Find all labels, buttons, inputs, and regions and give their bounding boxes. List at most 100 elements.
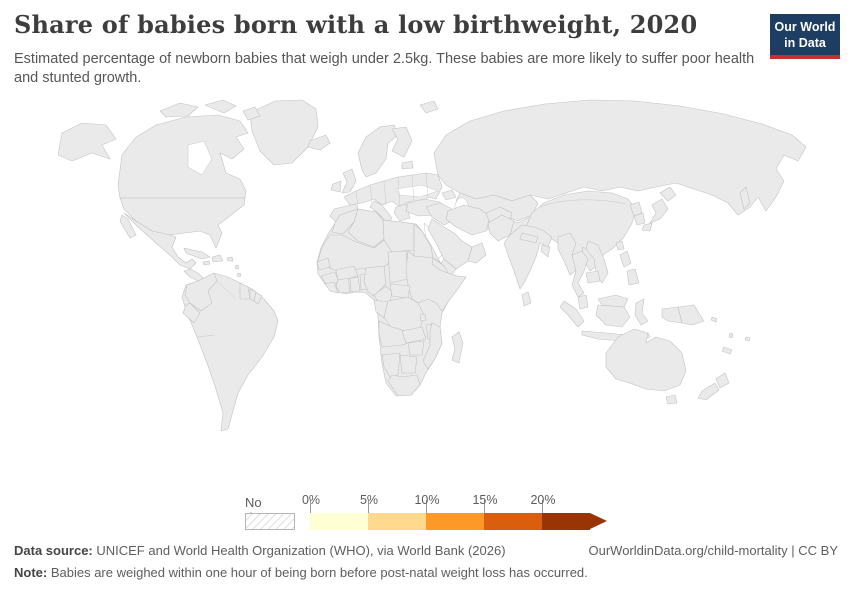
country-bangladesh[interactable] — [540, 244, 551, 258]
country-zimbabwe[interactable] — [407, 340, 425, 356]
country-nz-north[interactable] — [715, 372, 730, 389]
chart-subtitle: Estimated percentage of newborn babies t… — [14, 51, 755, 87]
country-cuba[interactable] — [183, 247, 211, 260]
country-canada-arctic-1[interactable] — [159, 102, 199, 118]
country-nz-south[interactable] — [697, 382, 720, 401]
country-greece-albania[interactable] — [393, 203, 411, 222]
country-sudan-horn[interactable] — [405, 250, 467, 312]
country-nepal[interactable] — [519, 232, 539, 244]
country-gabon-congo[interactable] — [373, 299, 389, 319]
legend-bin-10-15[interactable] — [426, 513, 484, 530]
country-vanuatu[interactable] — [728, 332, 734, 339]
country-sierra-leone-liberia[interactable] — [324, 281, 339, 294]
country-oman-uae[interactable] — [467, 242, 487, 264]
country-eritrea[interactable] — [431, 257, 449, 274]
country-japan-honshu[interactable] — [649, 198, 669, 224]
country-south-africa[interactable] — [387, 374, 421, 397]
country-thailand[interactable] — [571, 250, 589, 298]
country-guyana[interactable] — [239, 282, 251, 300]
country-jamaica[interactable] — [202, 260, 211, 266]
country-indonesia-sumatra[interactable] — [559, 300, 585, 328]
country-greenland[interactable] — [249, 99, 319, 166]
country-fiji[interactable] — [744, 336, 751, 342]
legend-bin-15-20[interactable] — [484, 513, 542, 530]
country-botswana[interactable] — [399, 354, 418, 374]
country-mozambique[interactable] — [422, 322, 443, 370]
country-taiwan[interactable] — [615, 240, 625, 251]
country-mexico-baja[interactable] — [119, 214, 137, 239]
country-chad[interactable] — [387, 250, 409, 284]
country-finland[interactable] — [391, 126, 413, 158]
country-new-caledonia[interactable] — [721, 346, 733, 355]
country-egypt[interactable] — [413, 223, 434, 259]
country-sri-lanka[interactable] — [521, 291, 532, 307]
border-hint-sa — [196, 280, 237, 338]
country-png[interactable] — [677, 304, 705, 326]
country-vietnam[interactable] — [585, 240, 609, 284]
country-canada[interactable] — [117, 114, 249, 199]
country-indonesia-sulawesi[interactable] — [634, 298, 649, 326]
legend-bin-5-10[interactable] — [368, 513, 426, 530]
country-caucasus[interactable] — [441, 189, 457, 201]
country-ghana[interactable] — [349, 276, 361, 293]
country-south-korea[interactable] — [633, 212, 646, 226]
country-madagascar[interactable] — [451, 331, 464, 364]
country-russia-sakhalin[interactable] — [739, 186, 751, 210]
country-ireland[interactable] — [330, 180, 342, 193]
country-canada-arctic-3[interactable] — [242, 106, 261, 121]
country-malaysia-peninsula[interactable] — [577, 294, 589, 310]
country-australia[interactable] — [605, 328, 687, 392]
country-colombia[interactable] — [184, 272, 218, 312]
country-car[interactable] — [389, 283, 411, 299]
legend-bin-0-5[interactable] — [310, 513, 368, 530]
country-uk[interactable] — [341, 168, 357, 194]
attrib-link[interactable]: OurWorldinData.org/child-mortality | CC … — [588, 543, 839, 558]
country-ecuador[interactable] — [182, 302, 201, 324]
country-estonia[interactable] — [401, 160, 414, 170]
country-china[interactable] — [525, 190, 637, 258]
country-hispaniola[interactable] — [211, 254, 224, 263]
country-svalbard[interactable] — [419, 100, 439, 114]
country-solomon[interactable] — [710, 316, 718, 323]
country-russia[interactable] — [433, 99, 807, 216]
country-indonesia-papua[interactable] — [661, 306, 683, 324]
legend-label-1: 5% — [359, 493, 379, 507]
country-philippines-luzon[interactable] — [619, 250, 632, 268]
country-europe[interactable] — [343, 172, 443, 208]
country-japan-kyushu[interactable] — [641, 222, 653, 232]
country-mexico[interactable] — [123, 212, 197, 270]
country-rwanda-burundi[interactable] — [419, 313, 427, 322]
country-philippines-mindanao[interactable] — [626, 268, 640, 286]
country-algeria[interactable] — [347, 208, 385, 248]
country-lesser-antilles-2[interactable] — [236, 272, 242, 278]
country-iran[interactable] — [445, 204, 491, 236]
data-source-label: Data source: — [14, 543, 93, 558]
legend-tick-2 — [426, 500, 427, 513]
country-iceland[interactable] — [307, 134, 331, 151]
country-cambodia[interactable] — [585, 270, 601, 284]
legend-bin-20-plus[interactable] — [542, 513, 590, 530]
country-nigeria[interactable] — [363, 265, 387, 297]
country-zambia[interactable] — [401, 326, 427, 344]
country-india[interactable] — [503, 224, 553, 290]
country-lesser-antilles-1[interactable] — [234, 264, 240, 270]
legend-label-3: 15% — [472, 493, 498, 507]
country-japan-hokkaido[interactable] — [659, 186, 677, 202]
country-malaysia-borneo[interactable] — [597, 294, 629, 308]
country-north-korea[interactable] — [629, 201, 643, 217]
country-puerto-rico[interactable] — [226, 256, 234, 262]
country-canada-arctic-2[interactable] — [204, 99, 237, 114]
legend-tick-0 — [310, 500, 311, 513]
country-senegal[interactable] — [316, 257, 331, 271]
country-alaska[interactable] — [57, 122, 117, 162]
no-data-swatch[interactable] — [245, 513, 295, 530]
country-australia-tasmania[interactable] — [665, 394, 678, 405]
country-burkina-faso[interactable] — [335, 265, 359, 281]
country-indonesia-borneo[interactable] — [595, 304, 631, 328]
country-french-guiana[interactable] — [253, 291, 263, 305]
country-angola[interactable] — [378, 320, 409, 348]
owid-logo-line1: Our World — [774, 20, 836, 34]
owid-logo[interactable]: Our World in Data — [770, 14, 840, 59]
border-hint-europe — [355, 172, 429, 208]
